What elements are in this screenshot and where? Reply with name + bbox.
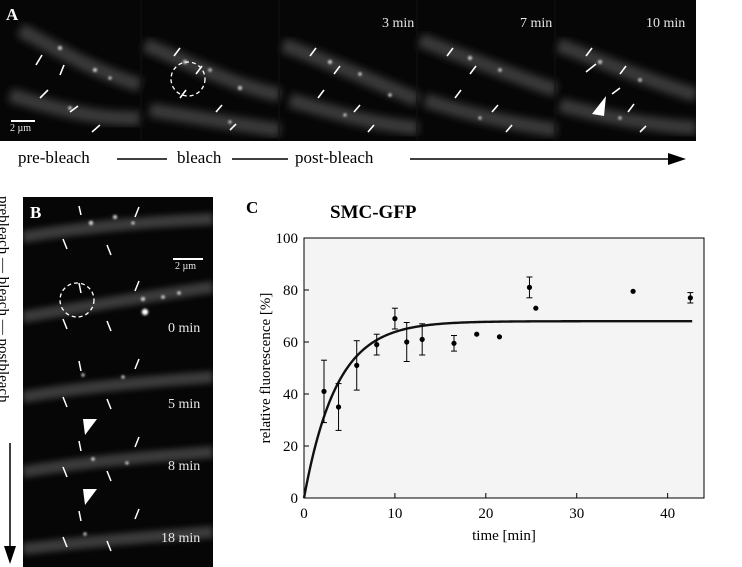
seq-b-prebleach: prebleach — [0, 196, 11, 255]
fit-curve — [302, 320, 693, 499]
recovery-chart: SMC-GFP 0 20 40 60 80 100 0 10 20 30 40 time [min… — [258, 202, 705, 544]
bleach-region-circle — [170, 61, 206, 97]
frame-4 — [417, 33, 559, 137]
recovery-arrowhead — [592, 96, 606, 116]
y-axis-ticks: 0 20 40 60 80 100 — [276, 231, 309, 507]
point-marker-10 — [526, 284, 533, 290]
data-point-4 — [391, 307, 398, 330]
data-point-3 — [373, 333, 380, 356]
recovery-arrowhead-b1 — [83, 419, 97, 435]
seq-b-dash2: — — [0, 320, 11, 339]
plot-area — [303, 237, 705, 499]
seq-b-text: prebleach — bleach — postbleach — [0, 196, 22, 441]
data-point-0 — [321, 359, 327, 424]
y-tick-label-1: 20 — [283, 439, 298, 455]
data-point-2 — [353, 340, 360, 391]
frame-1 — [7, 23, 143, 126]
seq-a-postbleach: post-bleach — [295, 148, 374, 167]
y-tick-label-5: 100 — [276, 231, 299, 247]
point-marker-12 — [630, 288, 636, 294]
timepoint-a-3: 3 min — [382, 16, 415, 31]
seq-a-bleach: bleach — [177, 148, 222, 167]
y-tick-label-4: 80 — [283, 283, 298, 299]
data-points — [321, 276, 694, 431]
point-marker-2 — [354, 362, 360, 368]
point-marker-5 — [404, 339, 410, 345]
seq-b-dash1: — — [0, 258, 11, 277]
sequence-arrow-a — [117, 153, 686, 165]
timepoint-a-5: 10 min — [646, 16, 686, 31]
seq-a-prebleach: pre-bleach — [18, 148, 90, 167]
scale-bar-b-label: 2 µm — [175, 261, 197, 272]
chart-title: SMC-GFP — [330, 202, 417, 223]
panel-b-micrograph-column: B 2 µm 0 min 5 min 8 min 18 min — [23, 197, 213, 567]
data-point-6 — [419, 323, 426, 356]
frame-3 — [280, 38, 421, 135]
panel-a-label: A — [6, 5, 19, 24]
data-point-1 — [335, 383, 342, 431]
point-marker-3 — [374, 342, 380, 348]
timepoint-b-18: 18 min — [161, 531, 201, 546]
panel-a-micrographs — [7, 0, 696, 141]
timepoint-b-8: 8 min — [168, 459, 201, 474]
data-point-13 — [687, 292, 694, 304]
y-axis-label: relative fluorescence [%] — [258, 293, 274, 444]
data-point-11 — [533, 305, 539, 311]
point-marker-4 — [392, 316, 398, 322]
data-point-7 — [451, 335, 457, 352]
point-marker-1 — [335, 404, 342, 410]
timepoint-b-0: 0 min — [168, 321, 201, 336]
x-tick-label-4: 40 — [660, 506, 675, 522]
y-tick-label-0: 0 — [291, 491, 299, 507]
point-marker-7 — [451, 340, 457, 346]
frame-2 — [142, 38, 282, 137]
x-tick-label-0: 0 — [300, 506, 308, 522]
bleach-region-circle-b — [59, 282, 95, 318]
data-point-5 — [403, 322, 410, 362]
data-point-9 — [496, 334, 503, 340]
frame-5 — [555, 38, 696, 135]
point-marker-0 — [321, 388, 327, 394]
seq-b-postbleach: postbleach — [0, 338, 11, 403]
marker-ticks-b — [62, 205, 140, 552]
point-marker-13 — [687, 295, 693, 301]
panel-b-micrographs — [23, 205, 213, 555]
sequence-arrow-b — [4, 443, 16, 564]
data-point-8 — [474, 331, 480, 337]
x-axis-label: time [min] — [472, 528, 536, 544]
point-marker-6 — [419, 336, 425, 342]
x-tick-label-3: 30 — [569, 506, 584, 522]
timepoint-b-5: 5 min — [168, 397, 201, 412]
timepoint-a-4: 7 min — [520, 16, 553, 31]
point-marker-9 — [496, 334, 503, 340]
y-tick-label-3: 60 — [283, 335, 298, 351]
seq-b-bleach: bleach — [0, 276, 11, 316]
data-point-10 — [526, 276, 533, 299]
panel-a-micrograph-strip: A 2 µm 3 min 7 min 10 min — [0, 0, 696, 141]
point-marker-8 — [474, 331, 480, 337]
panel-b-label: B — [30, 203, 42, 222]
panel-c-label: C — [246, 198, 259, 217]
x-tick-label-2: 20 — [478, 506, 493, 522]
x-tick-label-1: 10 — [387, 506, 402, 522]
data-point-12 — [630, 288, 636, 294]
scale-bar-a-label: 2 µm — [10, 123, 32, 134]
y-tick-label-2: 40 — [283, 387, 298, 403]
recovery-arrowhead-b2 — [83, 489, 97, 505]
point-marker-11 — [533, 305, 539, 311]
